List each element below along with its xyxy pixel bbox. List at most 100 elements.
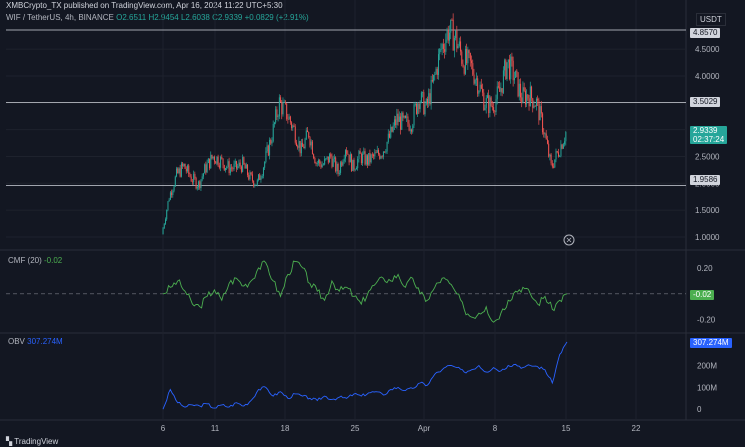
candle-body	[273, 122, 275, 125]
candle-body	[369, 152, 371, 163]
candle-body	[453, 37, 455, 51]
candle-body	[316, 162, 318, 164]
candle-body	[526, 94, 528, 105]
candle-body	[373, 154, 375, 157]
candle-body	[531, 86, 533, 99]
candle-body	[184, 163, 186, 169]
candle-body	[562, 144, 564, 149]
candle-body	[471, 60, 473, 64]
candle-body	[332, 158, 334, 167]
candle-body	[375, 152, 377, 154]
currency-selector[interactable]: USDT	[696, 13, 726, 26]
candle-body	[319, 160, 321, 164]
replay-icon[interactable]	[563, 234, 575, 246]
x-tick-label: 8	[493, 424, 498, 433]
candle-body	[336, 163, 338, 172]
candle-body	[442, 44, 444, 50]
candle-body	[398, 116, 400, 122]
candle-body	[488, 95, 490, 114]
candle-body	[414, 103, 416, 106]
candle-body	[548, 143, 550, 157]
candle-body	[472, 63, 474, 75]
candle-body	[205, 164, 207, 173]
candle-body	[404, 115, 406, 118]
candle-body	[384, 151, 386, 153]
candle-body	[396, 113, 398, 125]
candle-body	[418, 103, 420, 109]
candle-body	[200, 179, 202, 188]
cmf-tick-label: -0.20	[697, 316, 716, 325]
candle-body	[518, 83, 520, 97]
candle-body	[260, 177, 262, 180]
candle-body	[480, 84, 482, 89]
candle-body	[237, 166, 239, 169]
candle-body	[238, 162, 240, 167]
obv-value: 307.274M	[27, 337, 63, 346]
candle-body	[300, 142, 302, 154]
candle-body	[368, 152, 370, 165]
candle-body	[424, 104, 426, 115]
candle-body	[174, 176, 176, 187]
candle-body	[308, 132, 310, 138]
candle-body	[452, 19, 454, 51]
candle-body	[469, 53, 471, 61]
candle-body	[517, 72, 519, 97]
candle-body	[226, 167, 228, 169]
candle-body	[283, 102, 285, 103]
candle-body	[451, 19, 453, 21]
brand-name: TradingView	[14, 437, 59, 446]
candle-body	[329, 154, 331, 163]
candle-body	[231, 167, 233, 169]
candle-body	[461, 51, 463, 64]
candle-body	[565, 132, 567, 142]
candle-body	[523, 87, 525, 91]
candle-body	[522, 87, 524, 103]
candle-body	[402, 112, 404, 118]
candle-body	[491, 105, 493, 108]
candle-body	[310, 141, 312, 146]
candle-body	[202, 173, 204, 177]
candle-body	[330, 154, 332, 157]
candle-body	[467, 50, 469, 64]
candle-body	[303, 146, 305, 149]
candle-body	[550, 154, 552, 164]
candle-body	[524, 90, 526, 105]
candle-body	[352, 159, 354, 171]
candle-body	[276, 109, 278, 118]
candle-body	[425, 98, 427, 105]
candle-body	[555, 151, 557, 160]
candle-body	[270, 140, 272, 144]
candle-body	[222, 158, 224, 166]
candle-body	[342, 161, 344, 166]
candle-body	[507, 59, 509, 63]
last-price: 2.9339	[693, 126, 718, 135]
candle-body	[280, 97, 282, 103]
candle-body	[182, 163, 184, 167]
x-tick-label: 22	[632, 424, 641, 433]
candle-body	[210, 154, 212, 169]
candle-body	[191, 181, 193, 183]
candle-body	[233, 163, 235, 170]
level-label-bottom: 1.9586	[690, 175, 721, 185]
candle-body	[509, 59, 511, 80]
candle-body	[428, 93, 430, 104]
candle-body	[176, 168, 178, 177]
candle-body	[356, 168, 358, 170]
candle-body	[250, 172, 252, 175]
candle-body	[204, 164, 206, 174]
candle-body	[412, 125, 414, 132]
candle-body	[532, 98, 534, 108]
candle-body	[262, 167, 264, 176]
candle-body	[187, 165, 189, 172]
candle-body	[282, 102, 284, 115]
candle-body	[296, 142, 298, 146]
candle-body	[304, 139, 306, 149]
candle-body	[180, 163, 182, 177]
candle-body	[392, 125, 394, 132]
candle-body	[370, 154, 372, 163]
candle-body	[251, 174, 253, 181]
candle-body	[439, 49, 441, 55]
candle-body	[217, 156, 219, 166]
candle-body	[413, 105, 415, 126]
candle-body	[264, 161, 266, 168]
